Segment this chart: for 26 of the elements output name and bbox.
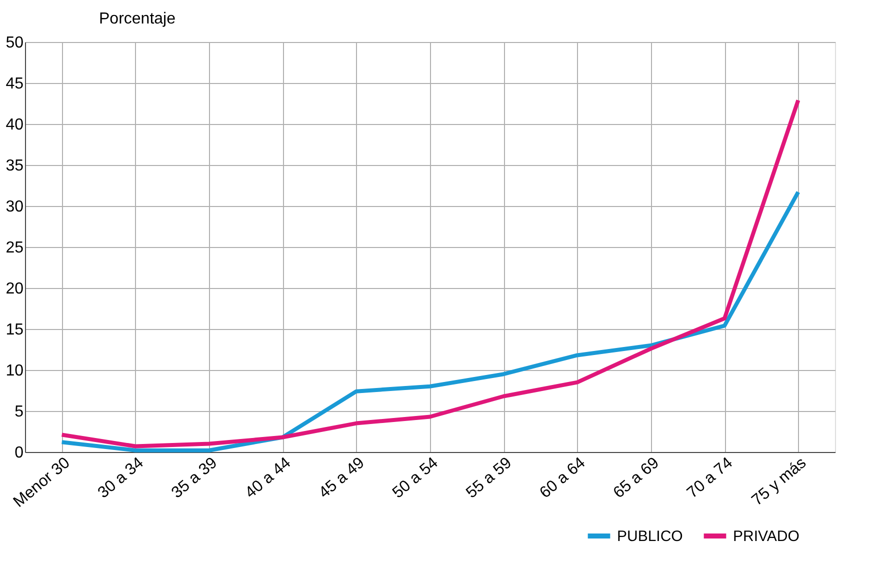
x-tick-label: 60 a 64 — [536, 454, 589, 502]
y-tick-label: 20 — [6, 280, 24, 298]
x-tick-label: 55 a 59 — [463, 454, 516, 502]
y-tick-label: 25 — [6, 240, 24, 256]
x-tick-label: 70 a 74 — [684, 454, 736, 502]
line-series — [60, 98, 800, 448]
x-tick-label: 45 a 49 — [316, 454, 368, 502]
y-tick-label: 5 — [14, 404, 24, 420]
y-tick-label: 15 — [6, 322, 24, 338]
x-tick-label: 50 a 54 — [390, 454, 442, 502]
y-tick-label: 35 — [6, 158, 24, 174]
line-series — [60, 190, 800, 452]
x-tick-label: 30 a 34 — [95, 454, 147, 502]
y-tick-label: 0 — [14, 444, 24, 462]
x-tick-label: 35 a 39 — [168, 454, 221, 502]
x-tick-label: 40 a 44 — [242, 454, 294, 502]
y-tick-label: 30 — [6, 198, 24, 216]
y-tick-label: 10 — [6, 362, 24, 380]
y-tick-label: 45 — [6, 76, 24, 92]
x-tick-label: 65 a 69 — [610, 454, 662, 502]
legend-label: PUBLICO — [617, 528, 683, 545]
legend-label: PRIVADO — [733, 528, 800, 545]
y-axis-title: Porcentaje — [99, 10, 176, 28]
y-tick-label: 50 — [6, 34, 24, 52]
x-tick-label: 75 y más — [748, 454, 810, 510]
y-tick-label: 40 — [6, 116, 24, 134]
